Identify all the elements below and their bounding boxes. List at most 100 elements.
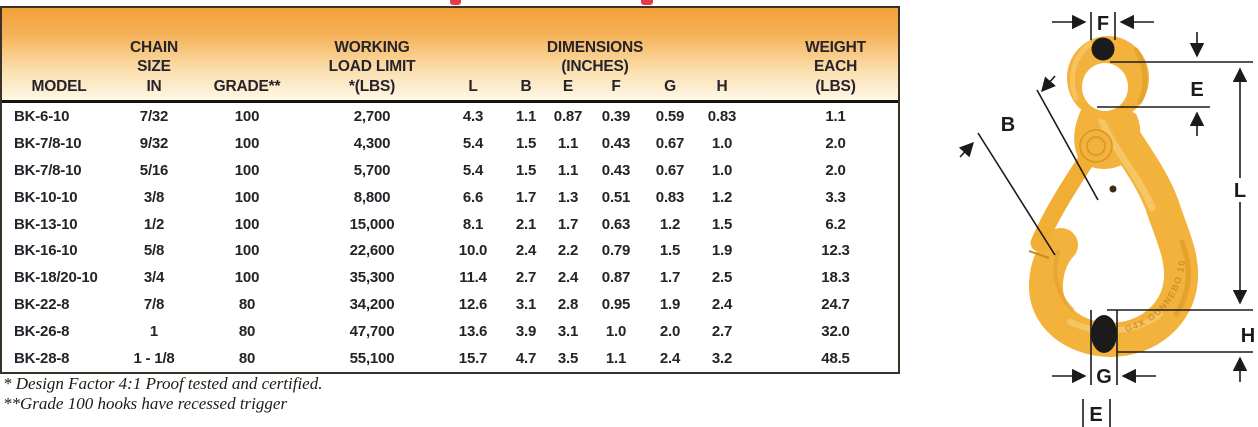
table-row: BK-10-10 3/8 100 8,800 6.6 1.7 1.3 0.51 … [2, 184, 898, 211]
cell-chain-size: 1/2 [143, 215, 165, 233]
hook-shank-and-bowl [1028, 83, 1199, 358]
self-locking-hook-illustration: G4X GUNNEBO 10 [1028, 36, 1199, 358]
cell-dim-b: 2.4 [515, 242, 537, 260]
cell-dim-b: 2.7 [515, 269, 537, 287]
cell-dim-e: 3.1 [557, 323, 579, 341]
cell-dim-e: 0.87 [553, 107, 583, 125]
cell-model: BK-6-10 [14, 107, 70, 125]
cell-dim-e: 1.7 [557, 215, 579, 233]
header-line: (LBS) [815, 77, 856, 95]
dim-label-f: F [1097, 13, 1109, 35]
cell-model: BK-7/8-10 [14, 134, 82, 152]
col-header-dim-e: E [562, 77, 574, 95]
col-header-dim-g: G [664, 77, 676, 95]
cell-dim-e: 2.8 [557, 296, 579, 314]
header-spacer [748, 96, 773, 100]
header-line: IN [146, 77, 162, 95]
b-arrow-upper [1041, 75, 1056, 93]
header-line: WORKING [334, 38, 410, 56]
header-line: *(LBS) [348, 77, 396, 95]
cell-dim-h: 1.0 [711, 161, 733, 179]
col-header-chain-size: CHAIN SIZE IN [116, 38, 192, 101]
cell-dim-l: 4.3 [462, 107, 484, 125]
shadow [1053, 250, 1074, 311]
header-line: CHAIN [129, 38, 179, 56]
cell-model: BK-28-8 [14, 349, 70, 367]
header-line: WEIGHT [805, 38, 866, 56]
cell-dim-b: 4.7 [515, 349, 537, 367]
col-header-dim-l: L [468, 77, 478, 95]
spec-table: MODEL CHAIN SIZE IN GRADE** WORKING LOAD… [0, 6, 900, 374]
cell-working-load-limit: 5,700 [353, 161, 391, 179]
bottom-dim-ticks [1082, 399, 1111, 427]
col-header-grade: GRADE** [213, 77, 281, 95]
trigger-pivot-boss [1079, 129, 1113, 163]
cell-working-load-limit: 35,300 [349, 269, 395, 287]
cell-chain-size: 3/8 [143, 188, 165, 206]
cell-dim-f: 1.0 [605, 323, 627, 341]
cell-weight: 48.5 [821, 349, 850, 367]
cell-dim-l: 6.6 [462, 188, 484, 206]
cell-dim-h: 2.5 [711, 269, 733, 287]
cell-dim-g: 0.83 [655, 188, 685, 206]
cell-dim-l: 8.1 [462, 215, 484, 233]
cell-model: BK-7/8-10 [14, 161, 82, 179]
col-header-model: MODEL [31, 77, 87, 95]
cell-dim-e: 3.5 [557, 349, 579, 367]
col-header-weight: WEIGHT EACH (LBS) [773, 38, 898, 101]
table-row: BK-7/8-10 9/32 100 4,300 5.4 1.5 1.1 0.4… [2, 130, 898, 157]
hook-emboss-text: G4X GUNNEBO 10 [1124, 259, 1188, 334]
cell-dim-l: 15.7 [458, 349, 488, 367]
highlight [1067, 311, 1163, 334]
cell-model: BK-22-8 [14, 296, 70, 314]
cell-grade: 100 [234, 269, 260, 287]
table-row: BK-22-8 7/8 80 34,200 12.6 3.1 2.8 0.95 … [2, 291, 898, 318]
hook-body [1074, 104, 1141, 169]
cell-chain-size: 5/8 [143, 242, 165, 260]
table-body: BK-6-10 7/32 100 2,700 4.3 1.1 0.87 0.39… [2, 103, 898, 372]
cell-dim-g: 0.67 [655, 134, 685, 152]
footnote-grade-100: **Grade 100 hooks have recessed trigger [3, 394, 288, 413]
footnotes: * Design Factor 4:1 Proof tested and cer… [3, 374, 322, 414]
trigger-pivot-boss-inner [1086, 136, 1106, 156]
cell-dim-g: 1.9 [659, 296, 681, 314]
cell-weight: 12.3 [821, 242, 850, 260]
cell-dim-h: 1.5 [711, 215, 733, 233]
cell-dim-f: 0.51 [601, 188, 631, 206]
cell-weight: 1.1 [825, 107, 846, 125]
header-line: LOAD LIMIT [328, 58, 416, 75]
cell-weight: 6.2 [825, 215, 846, 233]
table-row: BK-16-10 5/8 100 22,600 10.0 2.4 2.2 0.7… [2, 237, 898, 264]
cell-weight: 24.7 [821, 296, 850, 314]
cell-chain-size: 1 [149, 323, 159, 341]
col-header-dim-h: H [716, 77, 728, 95]
cell-working-load-limit: 47,700 [349, 323, 395, 341]
cell-dim-h: 1.9 [711, 242, 733, 260]
cell-weight: 2.0 [825, 134, 846, 152]
cell-dim-h: 1.2 [711, 188, 733, 206]
cell-dim-b: 1.5 [515, 134, 537, 152]
cell-working-load-limit: 22,600 [349, 242, 395, 260]
cell-working-load-limit: 2,700 [353, 107, 391, 125]
cell-dim-f: 0.95 [601, 296, 631, 314]
dim-label-g: G [1096, 366, 1112, 388]
cell-chain-size: 7/8 [143, 296, 165, 314]
cell-dim-g: 2.0 [659, 323, 681, 341]
cell-dim-l: 13.6 [458, 323, 488, 341]
cell-dim-h: 1.0 [711, 134, 733, 152]
cell-grade: 100 [234, 107, 260, 125]
cell-grade: 80 [238, 323, 256, 341]
trigger-seam [1028, 250, 1050, 259]
cell-chain-size: 5/16 [139, 161, 169, 179]
cell-model: BK-10-10 [14, 188, 78, 206]
cropped-title-remnant [641, 0, 653, 5]
cell-dim-g: 0.67 [655, 161, 685, 179]
cell-dim-l: 5.4 [462, 134, 484, 152]
pin-hole [1109, 185, 1117, 193]
dim-label-e-bottom: E [1089, 404, 1102, 426]
cell-dim-h: 2.7 [711, 323, 733, 341]
cell-chain-size: 7/32 [139, 107, 169, 125]
header-line: SIZE [137, 58, 171, 75]
cell-dim-h: 3.2 [711, 349, 733, 367]
cell-dim-l: 11.4 [459, 269, 487, 287]
